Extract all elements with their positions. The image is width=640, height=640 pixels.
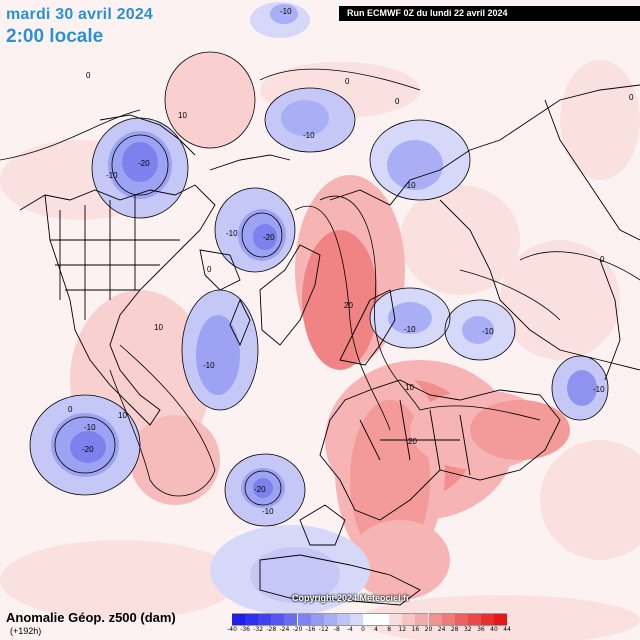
contour-label: 0 [86,71,91,80]
legend-tick: -40 [227,626,237,633]
legend-tick: -4 [346,626,353,633]
contour-label: 0 [207,265,212,274]
legend-swatch [232,613,246,626]
contour-labels: -20 -10 -20 -10 -10 -10 -10 10 0 20 20 -… [68,7,634,516]
legend-swatch [297,613,311,626]
legend-tick: 16 [411,626,420,633]
legend-swatch [376,613,390,626]
legend-tick: -12 [318,626,329,633]
contour-label: -10 [106,171,118,180]
contour-label: -10 [203,361,215,370]
legend-swatch [480,613,494,626]
legend-swatch [271,613,285,626]
legend-tick: -16 [305,626,316,633]
isolines [0,51,640,527]
map-title: Anomalie Géop. z500 (dam) [6,610,176,625]
contour-label: -10 [404,181,416,190]
contour-label: -10 [262,507,274,516]
run-banner: Run ECMWF 0Z du lundi 22 avril 2024 [339,6,640,21]
legend-swatch [402,613,416,626]
contour-label: 0 [629,93,634,102]
contour-label: 20 [344,301,353,310]
contour-label: -20 [82,445,94,454]
contour-label: -20 [254,485,266,494]
contour-label: -10 [404,325,416,334]
legend-swatch [245,613,259,626]
legend-tick: 8 [387,626,392,633]
legend-tick: 32 [463,626,472,633]
lead-time: (+192h) [10,626,42,636]
legend-tick: 20 [424,626,433,633]
forecast-date: mardi 30 avril 2024 [6,6,154,23]
contour-label: -10 [280,7,292,16]
legend-swatch [494,613,508,626]
contour-label: 0 [345,77,350,86]
contour-label: -10 [226,229,238,238]
legend-swatch [336,613,350,626]
contour-label: 0 [600,255,605,264]
legend-tick: -28 [266,626,277,633]
legend-tick: -20 [292,626,303,633]
legend-tick: 0 [361,626,365,633]
contour-label: 10 [154,323,163,332]
contour-label: -20 [263,233,275,242]
contour-label: -10 [303,131,315,140]
contour-label: -20 [138,159,150,168]
contour-label: -10 [482,327,494,336]
legend-tick: 44 [503,626,511,633]
contour-label: 10 [118,411,127,420]
contour-label: 0 [68,405,73,414]
legend-swatch [284,613,298,626]
legend-tick: 24 [437,626,446,633]
legend-tick: -24 [279,626,290,633]
legend-tick: 28 [450,626,459,633]
contour-label: 20 [408,437,417,446]
forecast-time: 2:00 locale [6,26,104,47]
legend-tick: -36 [240,626,250,633]
contour-label: 10 [405,383,414,392]
legend-swatch [310,613,324,626]
legend-swatch [428,613,442,626]
legend-tick: 36 [477,626,485,633]
legend-tick: 4 [374,626,378,633]
legend-swatch [363,613,377,626]
legend-swatch [349,613,363,626]
contour-label: 0 [395,97,400,106]
legend-tick: 40 [490,626,498,633]
legend-tick: 12 [398,626,407,633]
legend-tick: -8 [333,626,340,633]
legend-swatch [454,613,468,626]
legend-swatch [415,613,429,626]
contour-label: -10 [84,423,96,432]
legend-swatch [441,613,455,626]
legend-tick: -32 [253,626,264,633]
contour-label: -10 [593,385,605,394]
copyright-text: Copyright 2024 Meteociel.fr [292,593,410,603]
legend-swatch [323,613,337,626]
legend-swatch [467,613,481,626]
legend-swatch [389,613,403,626]
contour-label: 10 [178,111,187,120]
legend-swatch [258,613,272,626]
